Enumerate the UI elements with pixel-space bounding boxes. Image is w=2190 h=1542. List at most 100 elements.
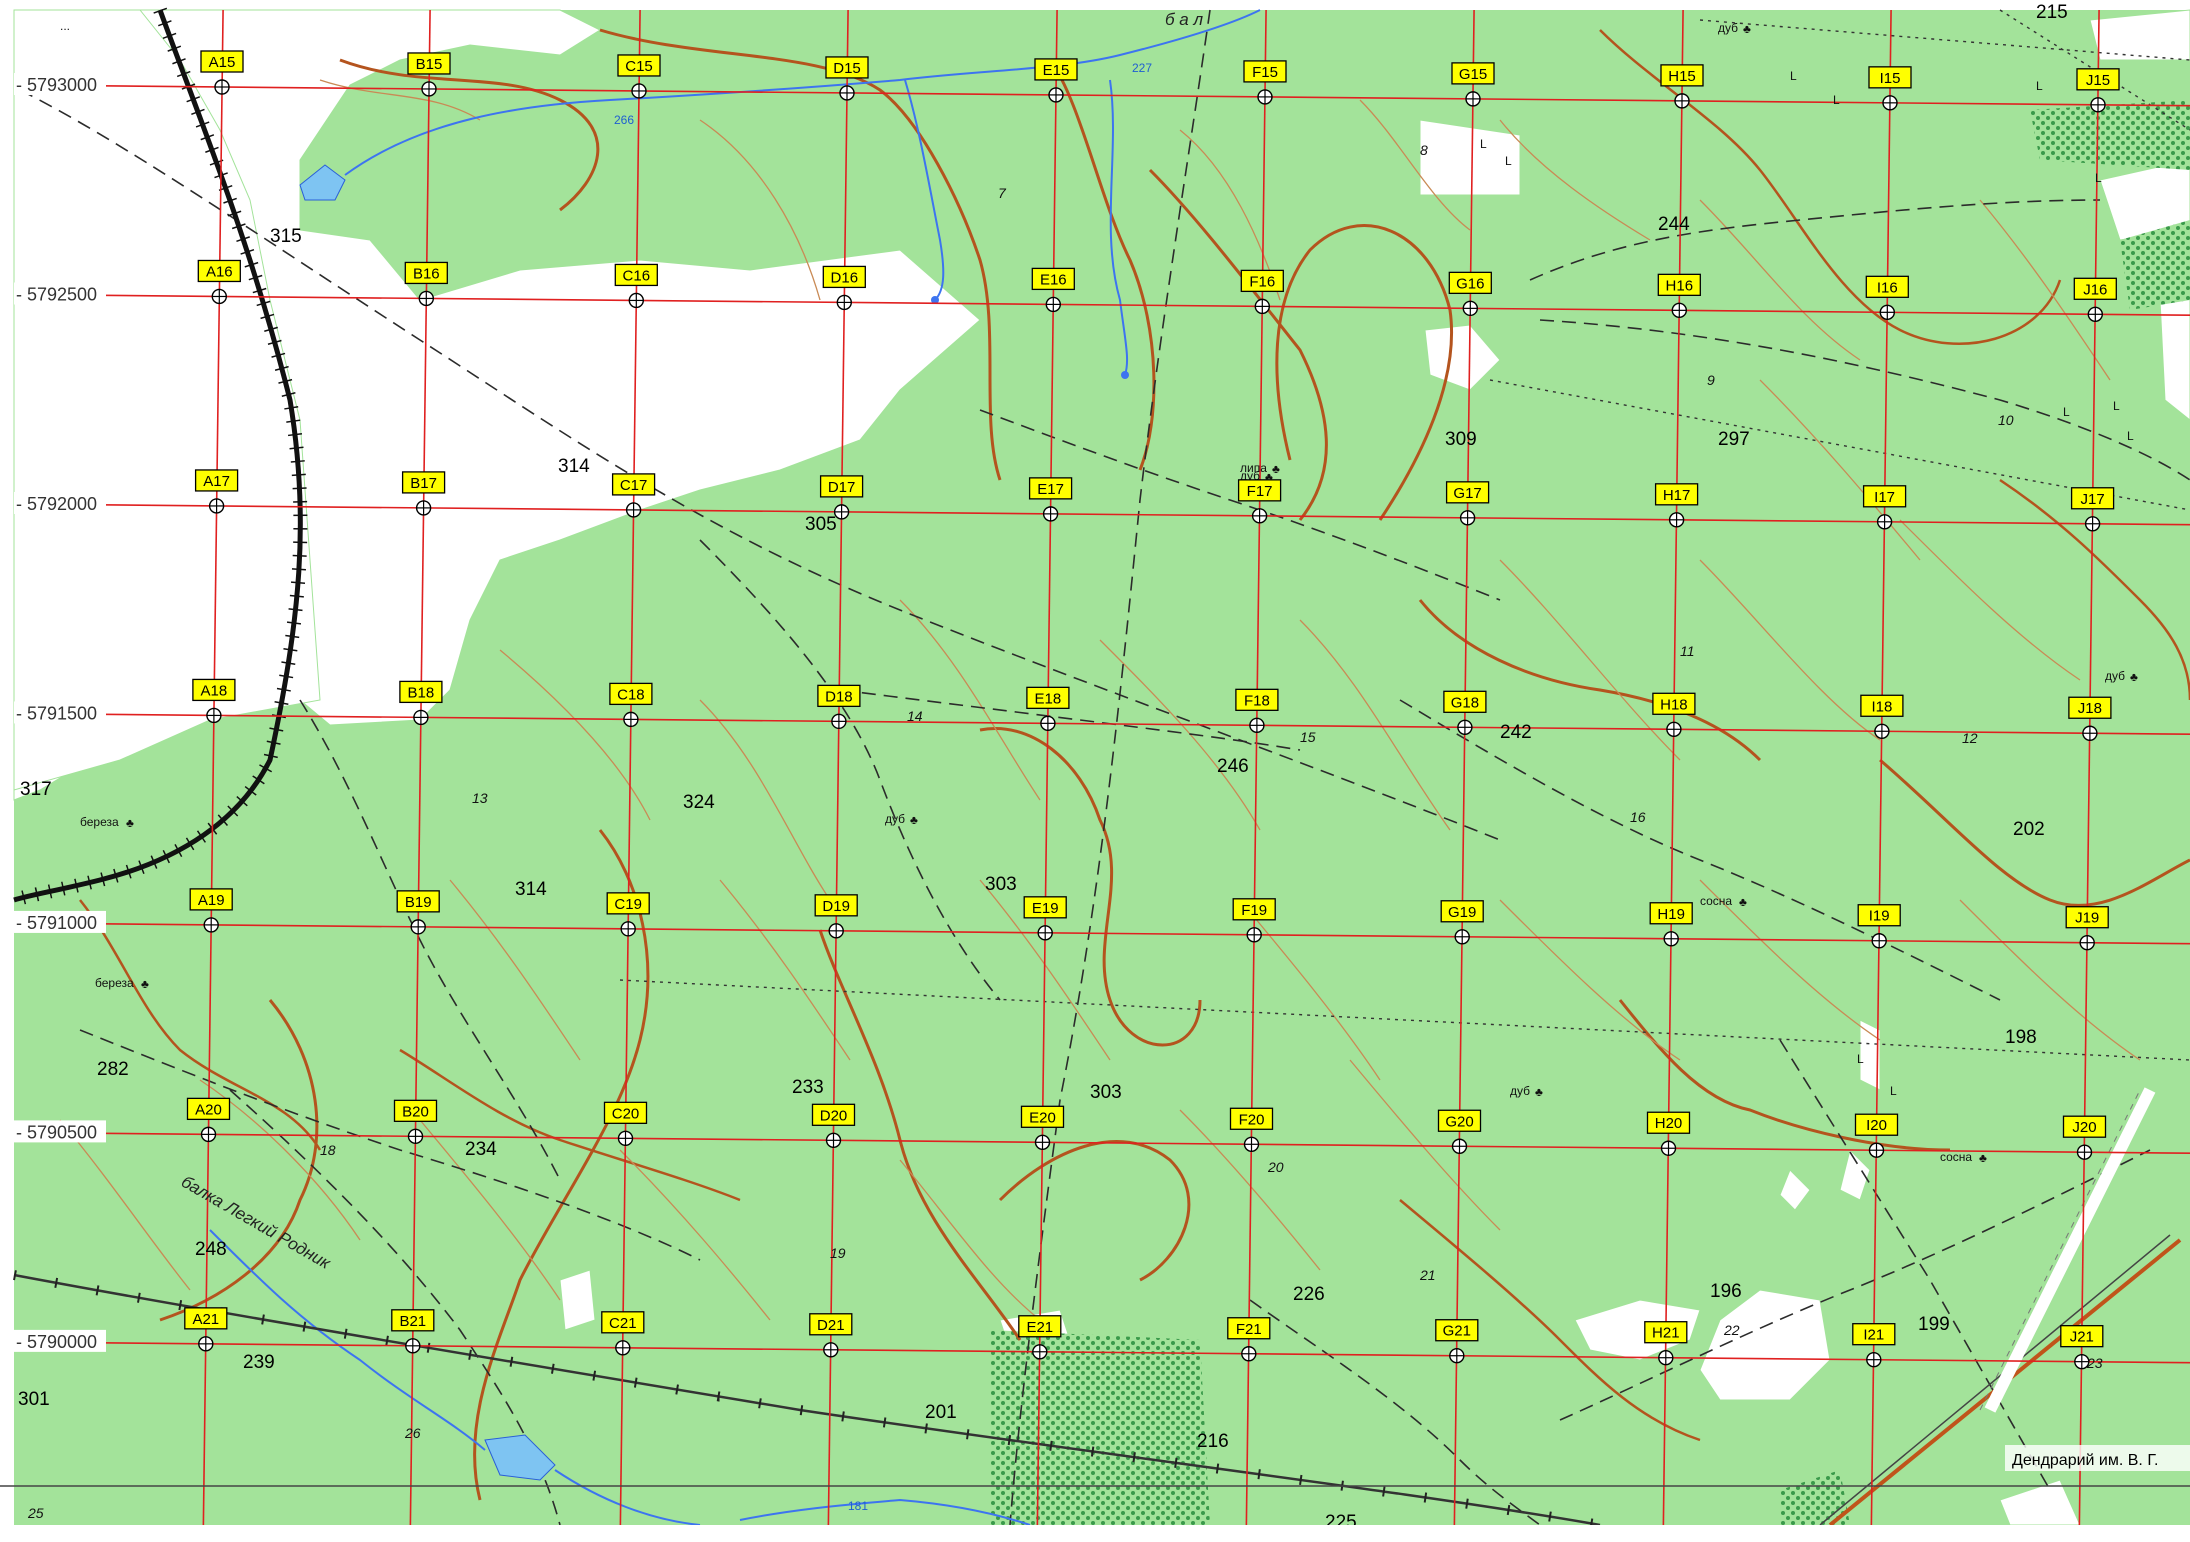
grid-marker-J15[interactable]: J15 [2076, 68, 2120, 113]
grid-marker-I16[interactable]: I16 [1865, 275, 1909, 321]
grid-marker-J18[interactable]: J18 [2068, 696, 2112, 741]
grid-row-line-16 [13, 293, 2190, 316]
tree-symbol-icon: ♣ [1272, 462, 1280, 476]
water-level-label: 227 [1132, 61, 1152, 75]
grid-marker-G15[interactable]: G15 [1451, 62, 1495, 107]
grid-marker-C19[interactable]: C19 [606, 892, 650, 937]
grid-marker-H15[interactable]: H15 [1660, 64, 1704, 109]
grid-marker-D18[interactable]: D18 [817, 684, 861, 730]
grid-marker-J16[interactable]: J16 [2073, 277, 2117, 322]
grid-marker-I15[interactable]: I15 [1868, 66, 1912, 111]
grid-marker-F17[interactable]: F17 [1237, 479, 1282, 524]
grid-marker-A16[interactable]: A16 [197, 259, 241, 305]
grid-marker-E19[interactable]: E19 [1023, 896, 1067, 941]
grid-marker-F15[interactable]: F15 [1243, 60, 1287, 105]
pond-south [484, 1434, 556, 1481]
grid-marker-J17[interactable]: J17 [2070, 487, 2115, 532]
grid-marker-label-bg [1026, 686, 1070, 709]
grid-marker-E15[interactable]: E15 [1034, 58, 1078, 103]
grid-marker-H20[interactable]: H20 [1646, 1111, 1691, 1156]
grid-marker-C16[interactable]: C16 [614, 263, 658, 309]
grid-marker-B18[interactable]: B18 [399, 680, 443, 726]
crosshair-marker-icon [1449, 1348, 1465, 1364]
grid-marker-F20[interactable]: F20 [1229, 1107, 1274, 1152]
grid-marker-G19[interactable]: G19 [1440, 900, 1484, 945]
grid-marker-E21[interactable]: E21 [1018, 1315, 1062, 1360]
elevation-label: 201 [925, 1402, 957, 1423]
grid-marker-A17[interactable]: A17 [194, 469, 239, 514]
grid-marker-label: C15 [625, 58, 653, 75]
grid-marker-C15[interactable]: C15 [617, 54, 661, 99]
grid-marker-F19[interactable]: F19 [1232, 898, 1276, 943]
grid-marker-H16[interactable]: H16 [1657, 273, 1701, 319]
grid-marker-F16[interactable]: F16 [1240, 269, 1284, 315]
grid-marker-J21[interactable]: J21 [2060, 1325, 2104, 1370]
clearing-strip [1984, 1087, 2156, 1413]
grid-marker-B16[interactable]: B16 [404, 261, 448, 307]
grid-marker-I20[interactable]: I20 [1854, 1113, 1899, 1158]
contour-thin-20 [1499, 899, 1681, 1061]
crosshair-marker-icon [1868, 1142, 1885, 1158]
grid-marker-F21[interactable]: F21 [1227, 1317, 1271, 1362]
grid-marker-label: J17 [2081, 491, 2105, 508]
grid-marker-label-bg [817, 684, 861, 708]
grid-marker-E20[interactable]: E20 [1020, 1105, 1065, 1150]
grid-marker-B21[interactable]: B21 [391, 1309, 435, 1354]
grid-marker-E17[interactable]: E17 [1028, 477, 1073, 522]
grid-marker-G17[interactable]: G17 [1445, 481, 1490, 526]
grid-marker-B15[interactable]: B15 [407, 52, 451, 97]
grid-marker-H19[interactable]: H19 [1649, 902, 1693, 947]
forest-quarter-number: 13 [472, 790, 488, 806]
grid-marker-A21[interactable]: A21 [184, 1307, 228, 1352]
grid-marker-A19[interactable]: A19 [189, 888, 233, 933]
grid-marker-label: J16 [2083, 281, 2107, 298]
crosshair-marker-icon [2082, 725, 2098, 741]
grid-marker-D21[interactable]: D21 [809, 1313, 853, 1358]
grid-marker-I17[interactable]: I17 [1862, 485, 1907, 530]
grid-marker-I21[interactable]: I21 [1852, 1323, 1896, 1368]
grid-marker-I19[interactable]: I19 [1857, 904, 1901, 949]
grid-marker-label-bg [1865, 275, 1909, 298]
grid-marker-C17[interactable]: C17 [611, 473, 656, 518]
grid-marker-label: I18 [1871, 698, 1892, 715]
grid-marker-J19[interactable]: J19 [2065, 906, 2109, 951]
grid-marker-label-bg [401, 471, 446, 494]
grid-marker-I18[interactable]: I18 [1860, 694, 1904, 739]
grid-marker-G21[interactable]: G21 [1435, 1319, 1479, 1364]
stream-0 [344, 9, 1261, 176]
grid-marker-D15[interactable]: D15 [825, 56, 869, 101]
grid-marker-E18[interactable]: E18 [1026, 686, 1070, 732]
contour-thin-15 [419, 1119, 561, 1301]
grid-marker-D19[interactable]: D19 [814, 894, 858, 939]
grid-marker-E16[interactable]: E16 [1031, 267, 1075, 313]
grid-marker-B19[interactable]: B19 [396, 890, 440, 935]
grid-marker-label: H19 [1657, 906, 1685, 923]
crosshair-marker-icon [2076, 1144, 2093, 1160]
grid-marker-J20[interactable]: J20 [2062, 1115, 2107, 1160]
grid-marker-label: F21 [1236, 1321, 1262, 1338]
grid-marker-A18[interactable]: A18 [192, 678, 236, 724]
grid-marker-G20[interactable]: G20 [1437, 1109, 1482, 1154]
grid-marker-D17[interactable]: D17 [819, 475, 864, 520]
contour-main-11 [1418, 599, 1762, 762]
railway [13, 9, 303, 903]
forest-quarter-number: 21 [1419, 1267, 1436, 1283]
grid-marker-D16[interactable]: D16 [822, 265, 866, 311]
grid-marker-B20[interactable]: B20 [393, 1099, 438, 1145]
grid-marker-D20[interactable]: D20 [811, 1103, 856, 1149]
contour-lines [59, 28, 2190, 1501]
grid-marker-C21[interactable]: C21 [601, 1311, 645, 1356]
grid-marker-G18[interactable]: G18 [1443, 690, 1487, 736]
grid-marker-H21[interactable]: H21 [1644, 1321, 1688, 1366]
grid-marker-G16[interactable]: G16 [1448, 271, 1492, 317]
grid-marker-H18[interactable]: H18 [1652, 692, 1696, 737]
grid-marker-B17[interactable]: B17 [401, 471, 446, 516]
grid-marker-A15[interactable]: A15 [200, 50, 244, 95]
land-use-mark: L [1890, 1084, 1897, 1098]
grid-marker-A20[interactable]: A20 [186, 1097, 231, 1143]
grid-marker-C18[interactable]: C18 [609, 682, 653, 728]
grid-marker-F18[interactable]: F18 [1235, 688, 1279, 734]
grid-marker-H17[interactable]: H17 [1654, 483, 1699, 528]
grid-marker-C20[interactable]: C20 [603, 1101, 648, 1147]
